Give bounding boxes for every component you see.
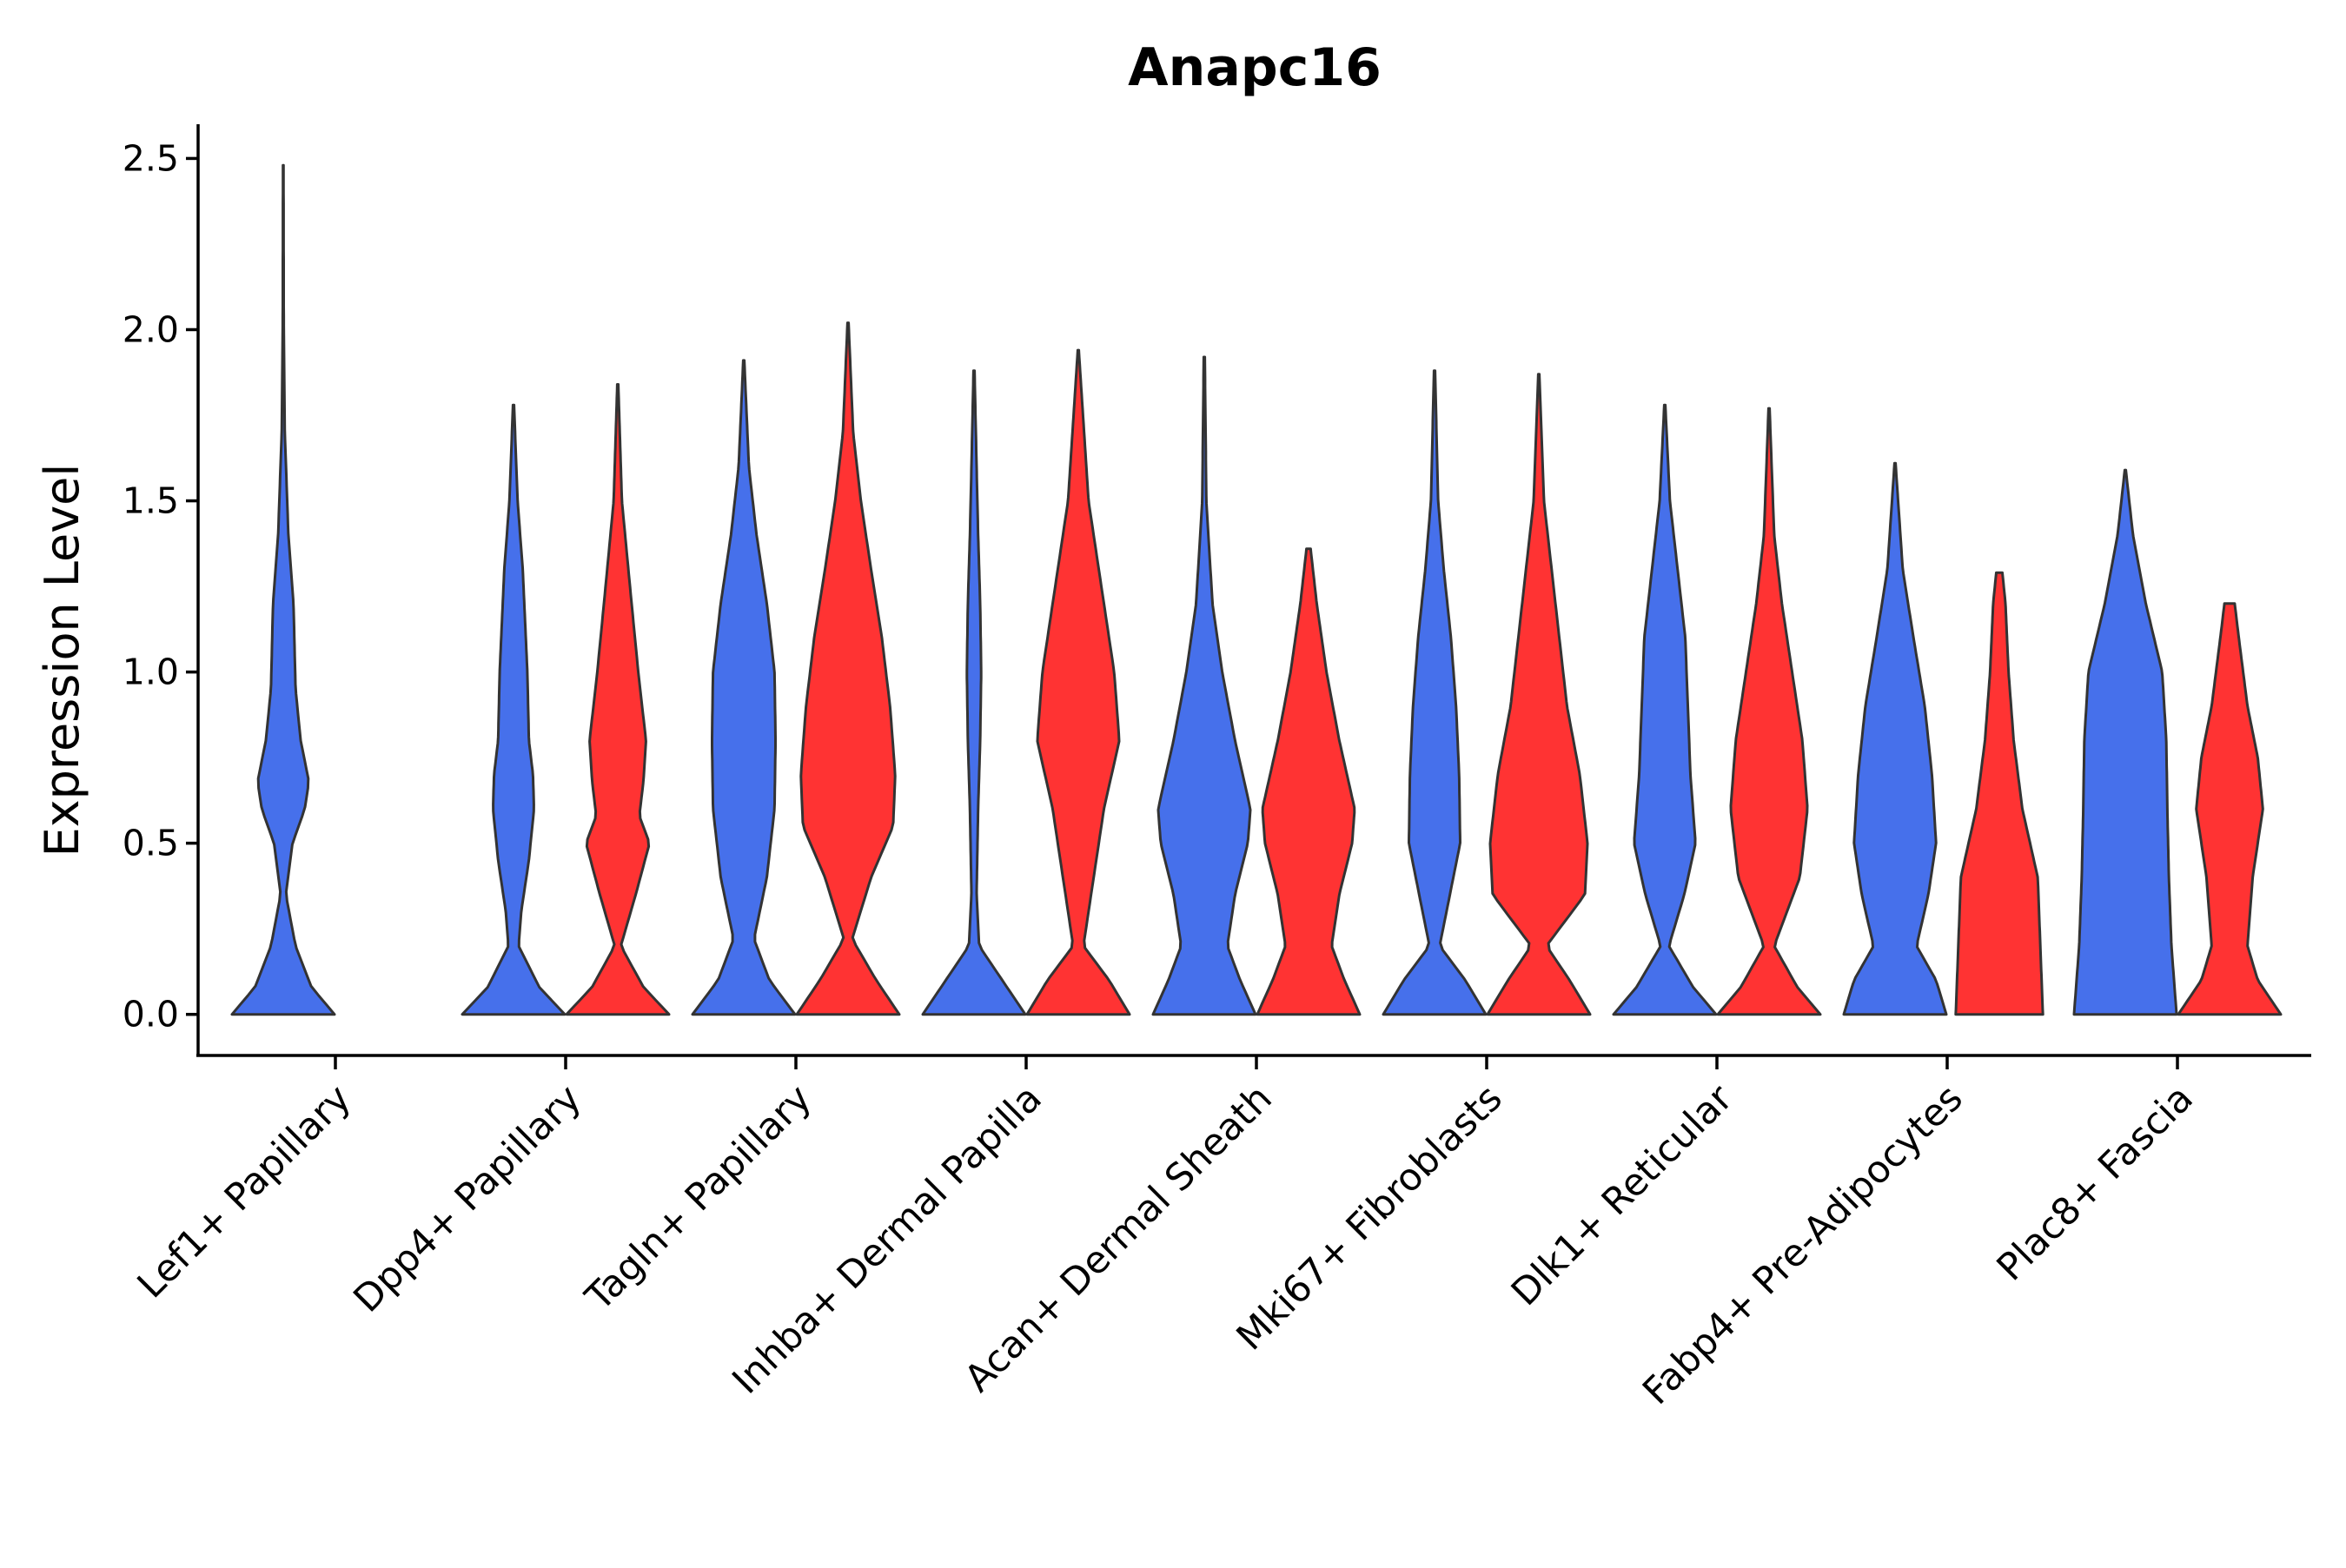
y-tick-label: 0.0 xyxy=(123,994,179,1035)
violin-blue xyxy=(1612,403,1718,1016)
violin-blue xyxy=(691,359,797,1016)
violin-red xyxy=(1025,348,1131,1016)
x-category-label: Dlk1+ Reticular xyxy=(1503,1076,1741,1314)
violin-red xyxy=(795,321,901,1016)
violin-red xyxy=(565,383,671,1016)
violin-blue xyxy=(1151,355,1257,1016)
violin-red xyxy=(1716,407,1822,1016)
violin-blue xyxy=(921,369,1027,1016)
x-category-label: Plac8+ Fascia xyxy=(1989,1076,2202,1289)
y-axis-title: Expression Level xyxy=(35,464,89,857)
violin-blue xyxy=(2072,468,2178,1016)
violin-red xyxy=(1954,571,2044,1016)
violin-blue xyxy=(230,163,336,1016)
x-category-label: Mki67+ Fibroblasts xyxy=(1229,1076,1511,1359)
y-tick-label: 1.5 xyxy=(123,480,179,522)
violins xyxy=(230,163,2283,1016)
y-tick-label: 1.0 xyxy=(123,652,179,693)
y-tick-label: 2.5 xyxy=(123,137,179,179)
x-category-label: Lef1+ Papillary xyxy=(129,1076,360,1307)
y-tick-label: 2.0 xyxy=(123,308,179,350)
violin-blue xyxy=(1382,369,1488,1016)
violin-red xyxy=(1486,373,1592,1016)
chart-title: Anapc16 xyxy=(1128,37,1382,98)
violin-blue xyxy=(1842,461,1948,1016)
y-tick-label: 0.5 xyxy=(123,823,179,864)
x-category-label: Tagln+ Papillary xyxy=(577,1076,820,1320)
x-category-label: Dpp4+ Papillary xyxy=(346,1076,590,1320)
violin-blue xyxy=(461,403,567,1016)
y-ticks: 0.0 0.5 1.0 1.5 2.0 2.5 xyxy=(123,137,198,1035)
violin-red xyxy=(2177,602,2283,1016)
violin-red xyxy=(1256,547,1362,1016)
